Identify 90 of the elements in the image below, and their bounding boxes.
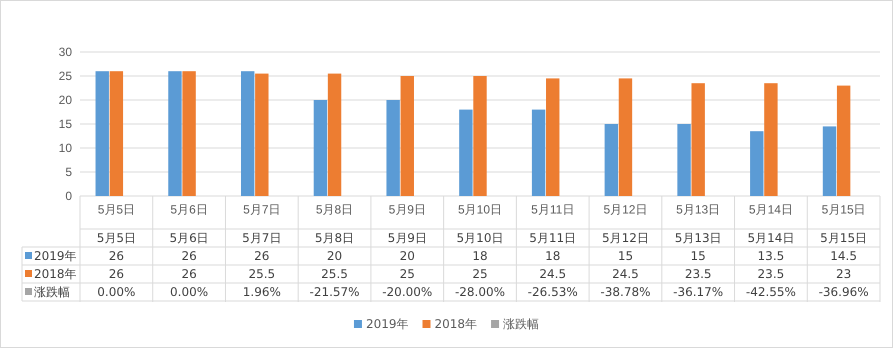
x-tick-label: 5月6日 (170, 202, 208, 217)
data-label: 26 (181, 249, 197, 263)
category-label: 5月10日 (456, 231, 504, 245)
text: 2018年 (434, 317, 478, 331)
data-label: 23.5 (758, 267, 784, 281)
data-label: 26 (108, 249, 124, 263)
data-label: 25.5 (248, 267, 276, 281)
bar (459, 110, 473, 196)
data-label: 14.5 (830, 249, 857, 263)
x-tick-label: 5月13日 (676, 202, 720, 217)
text: -38.78% (600, 285, 650, 299)
y-tick-label: 15 (58, 116, 72, 131)
legend-label: 涨跌幅 (34, 285, 70, 299)
text: 0.00% (170, 285, 208, 299)
y-tick-label: 0 (65, 188, 72, 203)
bar (110, 71, 124, 196)
x-tick-label: 5月5日 (98, 202, 136, 217)
data-label: 15 (690, 249, 706, 263)
x-tick-label: 5月10日 (458, 202, 502, 217)
x-tick-label: 5月11日 (531, 202, 574, 217)
data-label: 25 (400, 267, 415, 281)
y-tick-label: 25 (58, 68, 72, 83)
data-label: 26 (254, 249, 270, 263)
data-label: 23.5 (684, 267, 712, 281)
bar (182, 71, 196, 196)
text: 0.00% (97, 285, 136, 299)
bar (836, 86, 850, 196)
data-label: 15 (618, 249, 634, 263)
text: -21.57% (310, 285, 360, 299)
category-label: 5月9日 (388, 231, 427, 245)
legend-label: 2018年 (34, 267, 77, 281)
bar (168, 71, 182, 196)
data-label: 20 (400, 249, 415, 263)
y-tick-label: 20 (58, 92, 72, 107)
bar (314, 100, 328, 196)
data-label: 18 (472, 249, 488, 263)
bar (618, 78, 632, 196)
bar (822, 126, 836, 196)
y-tick-label: 30 (58, 44, 72, 59)
bar (691, 83, 705, 196)
legend-label: 2019年 (34, 249, 77, 263)
text: -42.55% (746, 285, 796, 299)
x-tick-label: 5月9日 (388, 202, 426, 217)
y-tick-label: 5 (65, 164, 72, 179)
category-label: 5月8日 (314, 231, 354, 245)
category-label: 5月7日 (242, 231, 282, 245)
bar (764, 83, 778, 196)
text: -36.17% (673, 285, 724, 299)
bar (386, 100, 400, 196)
y-tick-label: 10 (58, 140, 72, 155)
x-tick-label: 5月15日 (822, 202, 866, 217)
bar (96, 71, 109, 196)
text: 涨跌幅 (503, 317, 540, 331)
category-label: 5月6日 (169, 231, 209, 245)
bar (240, 71, 254, 196)
bar (473, 76, 487, 196)
bar (532, 110, 546, 196)
category-label: 5月11日 (529, 231, 576, 245)
bar (328, 74, 342, 196)
data-label: 26 (181, 267, 197, 281)
x-tick-label: 5月7日 (243, 202, 280, 217)
category-label: 5月14日 (747, 231, 794, 245)
text: -26.53% (528, 285, 578, 299)
text: -20.00% (382, 285, 432, 299)
bar (604, 124, 618, 196)
category-label: 5月15日 (820, 231, 868, 245)
data-label: 13.5 (758, 249, 784, 263)
data-label: 20 (326, 249, 342, 263)
x-tick-label: 5月8日 (316, 202, 354, 217)
x-tick-label: 5月14日 (748, 202, 793, 217)
text: -28.00% (454, 285, 506, 299)
text: 1.96% (242, 285, 281, 299)
data-label: 23 (836, 267, 852, 281)
category-label: 5月12日 (602, 231, 649, 245)
text: -36.96% (818, 285, 869, 299)
bar (750, 131, 764, 196)
bar (400, 76, 414, 196)
data-label: 26 (108, 267, 124, 281)
data-label: 24.5 (539, 267, 566, 281)
text: 2019年 (366, 317, 408, 331)
data-label: 18 (545, 249, 560, 263)
category-label: 5月13日 (674, 231, 722, 245)
x-tick-label: 5月12日 (603, 202, 648, 217)
category-label: 5月5日 (96, 231, 136, 245)
bar (677, 124, 691, 196)
bar (255, 74, 269, 196)
bar (546, 78, 560, 196)
data-label: 24.5 (612, 267, 639, 281)
data-label: 25.5 (321, 267, 348, 281)
data-label: 25 (472, 267, 488, 281)
